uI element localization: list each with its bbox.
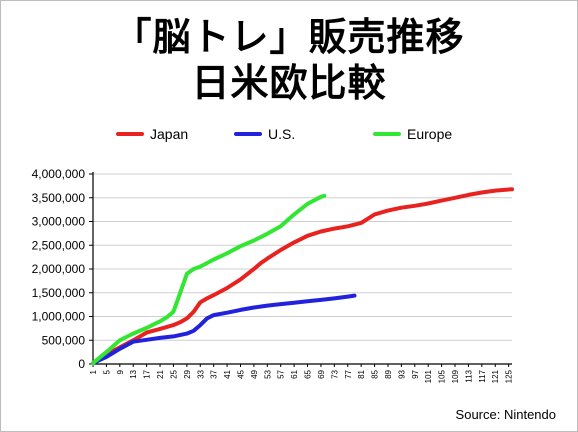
x-tick-label: 89	[384, 369, 393, 378]
series-line-japan	[91, 187, 514, 366]
x-tick-label: 109	[451, 369, 460, 383]
y-tick-label: 1,500,000	[32, 286, 86, 300]
x-tick-label: 33	[196, 369, 205, 378]
chart-axes	[92, 172, 512, 365]
x-tick-label: 9	[116, 369, 125, 374]
x-tick-label: 105	[438, 369, 447, 383]
chart-series-lines	[91, 187, 514, 366]
y-tick-label: 3,500,000	[32, 191, 86, 205]
source-note: Source: Nintendo	[455, 407, 556, 422]
y-tick-label: 2,500,000	[32, 238, 86, 252]
x-tick-label: 21	[156, 369, 165, 378]
x-tick-label: 61	[290, 369, 299, 378]
series-line-europe	[91, 193, 327, 366]
y-tick-label: 3,000,000	[32, 215, 86, 229]
chart-title-line-1: 「脳トレ」販売推移	[113, 15, 465, 59]
x-tick-label: 1	[89, 369, 98, 374]
x-tick-label: 29	[183, 369, 192, 378]
x-tick-label: 97	[411, 369, 420, 378]
chart-legend: Japan U.S. Europe	[116, 126, 452, 142]
x-tick-label: 93	[397, 369, 406, 378]
x-tick-label: 125	[505, 369, 514, 383]
x-tick-label: 117	[478, 369, 487, 382]
legend-label-us: U.S.	[268, 126, 295, 142]
x-tick-label: 17	[143, 369, 152, 378]
y-tick-label: 500,000	[42, 333, 86, 347]
legend-label-europe: Europe	[407, 126, 452, 142]
x-tick-label: 81	[357, 369, 366, 378]
chart-gridlines	[93, 173, 512, 341]
x-tick-label: 77	[344, 369, 353, 378]
x-tick-label: 57	[277, 369, 286, 378]
y-tick-label: 2,000,000	[32, 262, 86, 276]
x-tick-label: 53	[263, 369, 272, 378]
x-tick-label: 25	[169, 369, 178, 378]
x-tick-label: 65	[304, 369, 313, 378]
y-tick-label: 0	[78, 357, 85, 371]
series-line-us	[91, 293, 357, 366]
x-tick-label: 45	[236, 369, 245, 378]
y-tick-label: 4,000,000	[32, 167, 86, 181]
legend-label-japan: Japan	[150, 126, 188, 142]
x-axis-ticks: 1 5 9 13 17 21 25 29 33 37 41 45 49 53 57 61 65 69 73 77 81 8…	[89, 364, 514, 383]
x-tick-label: 5	[102, 369, 111, 374]
chart-title-line-2: 日米欧比較	[191, 61, 387, 105]
x-tick-label: 41	[223, 369, 232, 378]
x-tick-label: 121	[491, 369, 500, 383]
x-tick-label: 101	[424, 369, 433, 383]
x-tick-label: 13	[129, 369, 138, 378]
x-tick-label: 113	[464, 369, 473, 382]
x-tick-label: 73	[330, 369, 339, 378]
y-tick-label: 1,000,000	[32, 310, 86, 324]
x-tick-label: 69	[317, 369, 326, 378]
y-axis-ticks: 0 500,000 1,000,000 1,500,000 2,000,000 2,500…	[32, 167, 93, 371]
x-tick-label: 85	[371, 369, 380, 378]
x-tick-label: 37	[210, 369, 219, 378]
x-tick-label: 49	[250, 369, 259, 378]
